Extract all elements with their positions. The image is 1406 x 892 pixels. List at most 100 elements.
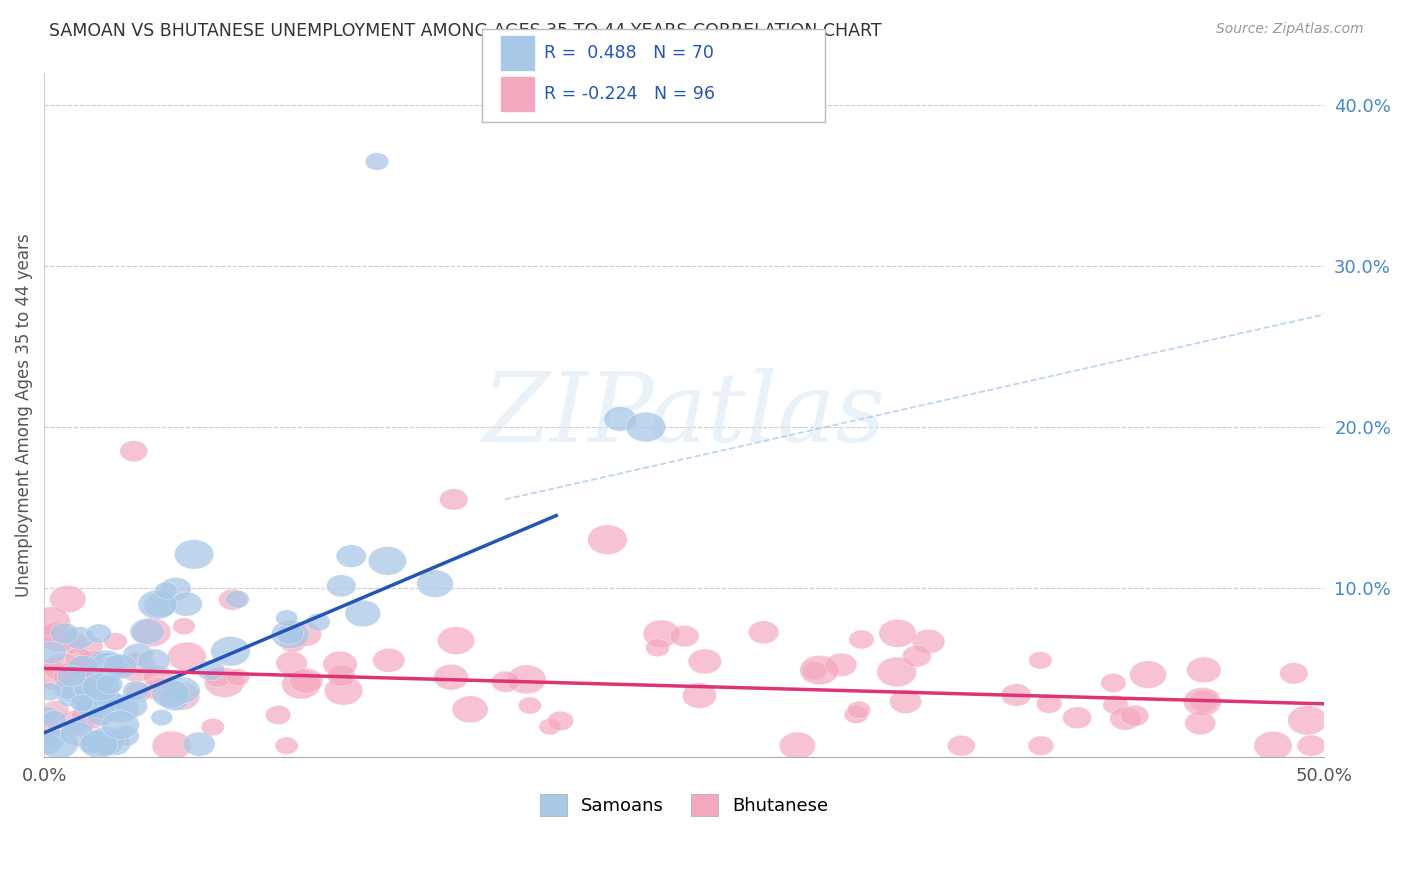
Ellipse shape xyxy=(912,630,945,654)
Ellipse shape xyxy=(1189,690,1219,712)
Y-axis label: Unemployment Among Ages 35 to 44 years: Unemployment Among Ages 35 to 44 years xyxy=(15,233,32,597)
Ellipse shape xyxy=(70,694,94,712)
Legend: Samoans, Bhutanese: Samoans, Bhutanese xyxy=(533,787,837,823)
Ellipse shape xyxy=(1187,657,1220,682)
Ellipse shape xyxy=(440,489,468,510)
Ellipse shape xyxy=(877,657,917,687)
Ellipse shape xyxy=(323,651,357,677)
Ellipse shape xyxy=(1028,736,1054,756)
Ellipse shape xyxy=(218,589,247,610)
Ellipse shape xyxy=(44,654,80,681)
Ellipse shape xyxy=(174,540,214,569)
Ellipse shape xyxy=(492,671,520,692)
Ellipse shape xyxy=(1063,706,1091,729)
Ellipse shape xyxy=(1121,706,1149,726)
Ellipse shape xyxy=(160,577,191,600)
Ellipse shape xyxy=(100,732,131,756)
Ellipse shape xyxy=(49,585,86,613)
Ellipse shape xyxy=(1101,673,1126,692)
Ellipse shape xyxy=(170,592,202,616)
Ellipse shape xyxy=(53,667,79,687)
Ellipse shape xyxy=(453,696,488,723)
Ellipse shape xyxy=(101,694,139,723)
Ellipse shape xyxy=(437,627,475,655)
Ellipse shape xyxy=(73,685,112,714)
Ellipse shape xyxy=(1109,707,1140,731)
Ellipse shape xyxy=(825,653,856,676)
Ellipse shape xyxy=(373,648,405,673)
Ellipse shape xyxy=(97,674,122,694)
Ellipse shape xyxy=(76,694,108,718)
Ellipse shape xyxy=(73,677,104,699)
Ellipse shape xyxy=(53,678,82,699)
Ellipse shape xyxy=(948,735,976,756)
Ellipse shape xyxy=(1001,684,1032,706)
Ellipse shape xyxy=(225,591,249,608)
Ellipse shape xyxy=(336,545,367,567)
Ellipse shape xyxy=(290,668,323,693)
Ellipse shape xyxy=(167,642,207,671)
Ellipse shape xyxy=(83,673,120,701)
Ellipse shape xyxy=(87,706,114,726)
Ellipse shape xyxy=(155,582,177,599)
Ellipse shape xyxy=(276,651,308,675)
Ellipse shape xyxy=(117,653,156,681)
Ellipse shape xyxy=(60,685,82,702)
Ellipse shape xyxy=(801,662,827,680)
Ellipse shape xyxy=(266,706,291,724)
Ellipse shape xyxy=(94,665,120,685)
Text: R =  0.488   N = 70: R = 0.488 N = 70 xyxy=(544,44,714,62)
Ellipse shape xyxy=(39,730,79,759)
Ellipse shape xyxy=(276,624,304,644)
Ellipse shape xyxy=(626,412,665,442)
Ellipse shape xyxy=(65,674,90,694)
Ellipse shape xyxy=(290,623,322,647)
Ellipse shape xyxy=(152,731,191,760)
Ellipse shape xyxy=(51,623,79,644)
Ellipse shape xyxy=(90,652,128,680)
Ellipse shape xyxy=(588,524,627,555)
Ellipse shape xyxy=(1184,688,1222,716)
Ellipse shape xyxy=(903,646,931,667)
Ellipse shape xyxy=(58,665,86,687)
Ellipse shape xyxy=(32,661,70,690)
Ellipse shape xyxy=(1185,712,1216,735)
Ellipse shape xyxy=(159,688,190,711)
Ellipse shape xyxy=(307,613,330,631)
Ellipse shape xyxy=(416,570,453,598)
Ellipse shape xyxy=(276,610,298,626)
Ellipse shape xyxy=(519,697,541,714)
Ellipse shape xyxy=(1288,706,1327,735)
Ellipse shape xyxy=(605,407,637,431)
Ellipse shape xyxy=(56,631,87,653)
Ellipse shape xyxy=(120,441,148,462)
Ellipse shape xyxy=(226,669,250,686)
Ellipse shape xyxy=(271,620,309,648)
Ellipse shape xyxy=(101,655,125,673)
Ellipse shape xyxy=(104,632,127,650)
Ellipse shape xyxy=(143,679,173,700)
Ellipse shape xyxy=(682,682,717,708)
Ellipse shape xyxy=(138,591,177,619)
Ellipse shape xyxy=(59,710,94,737)
Ellipse shape xyxy=(63,626,94,649)
Ellipse shape xyxy=(37,641,66,664)
Ellipse shape xyxy=(325,676,363,705)
Ellipse shape xyxy=(205,668,231,688)
Ellipse shape xyxy=(60,722,94,747)
Ellipse shape xyxy=(67,656,98,679)
Ellipse shape xyxy=(281,670,321,699)
Ellipse shape xyxy=(197,660,225,681)
Text: SAMOAN VS BHUTANESE UNEMPLOYMENT AMONG AGES 35 TO 44 YEARS CORRELATION CHART: SAMOAN VS BHUTANESE UNEMPLOYMENT AMONG A… xyxy=(49,22,882,40)
Ellipse shape xyxy=(643,620,679,648)
Ellipse shape xyxy=(65,648,93,668)
Ellipse shape xyxy=(87,650,125,678)
Text: Source: ZipAtlas.com: Source: ZipAtlas.com xyxy=(1216,22,1364,37)
Ellipse shape xyxy=(779,732,815,759)
Ellipse shape xyxy=(183,732,215,756)
Ellipse shape xyxy=(1102,695,1128,714)
Ellipse shape xyxy=(97,691,124,712)
Ellipse shape xyxy=(90,688,121,712)
Ellipse shape xyxy=(122,681,149,701)
Ellipse shape xyxy=(80,731,101,747)
